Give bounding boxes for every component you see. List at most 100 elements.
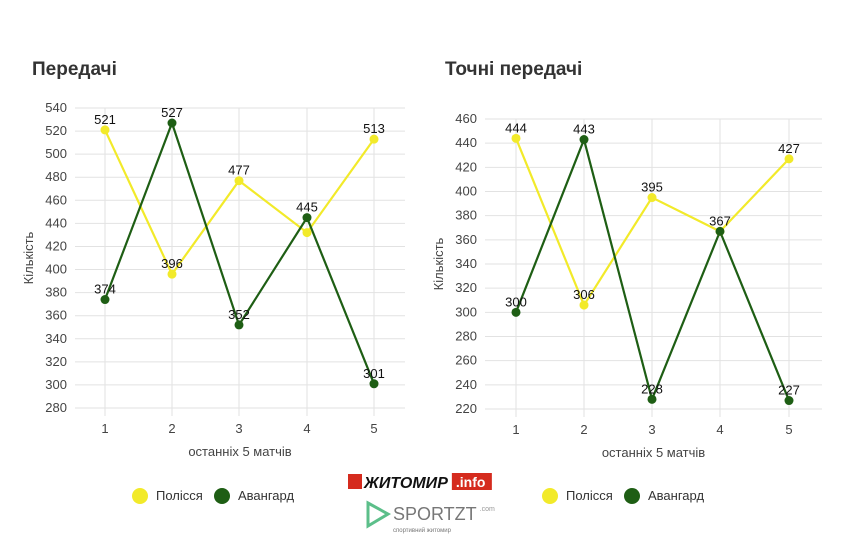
y-tick-label: 360 — [45, 308, 67, 323]
legend-label: Авангард — [648, 488, 704, 503]
data-point — [579, 135, 589, 145]
sportzt-com: .com — [480, 506, 495, 513]
data-point — [167, 269, 177, 279]
data-label: 352 — [228, 307, 250, 322]
data-label: 444 — [505, 120, 527, 135]
data-point — [234, 176, 244, 186]
zhytomyr-info-logo: ЖИТОМИР .info — [348, 473, 492, 492]
data-point — [647, 394, 657, 404]
data-label: 513 — [363, 121, 385, 136]
y-tick-label: 320 — [455, 280, 477, 295]
y-axis-label: Кількість — [431, 237, 446, 290]
data-label: 427 — [778, 141, 800, 156]
data-label: 367 — [709, 213, 731, 228]
y-tick-label: 540 — [45, 100, 67, 115]
x-tick-label: 5 — [785, 422, 792, 437]
logo-info-text: .info — [456, 474, 486, 490]
y-tick-label: 340 — [455, 256, 477, 271]
data-label: 301 — [363, 366, 385, 381]
data-label: 527 — [161, 105, 183, 120]
data-label: 374 — [94, 282, 116, 297]
chart-title: Точні передачі — [445, 59, 582, 80]
legend-marker — [214, 488, 230, 504]
sportzt-subtitle: спортивний житомир — [393, 527, 452, 534]
legend-marker — [542, 488, 558, 504]
logo-text: ЖИТОМИР — [363, 475, 448, 492]
data-label: 228 — [641, 381, 663, 396]
y-tick-label: 500 — [45, 146, 67, 161]
data-label: 396 — [161, 256, 183, 271]
y-tick-label: 340 — [45, 331, 67, 346]
y-tick-label: 400 — [45, 262, 67, 277]
data-point — [369, 379, 379, 389]
x-tick-label: 5 — [370, 421, 377, 436]
legend-marker — [624, 488, 640, 504]
data-label: 395 — [641, 180, 663, 195]
data-point — [784, 396, 794, 406]
chart-1: Передачі 280 300 320 340 360 380 400 420 440 460 48… — [21, 59, 405, 504]
x-tick-label: 3 — [235, 421, 242, 436]
data-label: 477 — [228, 163, 250, 178]
y-tick-label: 240 — [455, 377, 477, 392]
y-tick-label: 420 — [45, 238, 67, 253]
data-point — [302, 213, 312, 223]
logo-mark — [348, 474, 362, 489]
x-tick-label: 1 — [101, 421, 108, 436]
logo-info-box — [451, 473, 492, 490]
x-tick-label: 4 — [716, 422, 723, 437]
y-tick-label: 360 — [455, 232, 477, 247]
data-point — [369, 134, 379, 144]
y-tick-label: 300 — [45, 377, 67, 392]
sportzt-text: SPORTZT — [393, 504, 477, 524]
y-tick-label: 280 — [45, 400, 67, 415]
data-label: 306 — [573, 287, 595, 302]
y-axis-label: Кількість — [21, 231, 36, 284]
data-point — [715, 226, 725, 236]
x-tick-label: 2 — [580, 422, 587, 437]
sportzt-play-icon — [366, 500, 392, 529]
chart-title: Передачі — [32, 59, 117, 80]
data-point — [234, 320, 244, 330]
y-tick-label: 420 — [455, 159, 477, 174]
y-tick-label: 400 — [455, 184, 477, 199]
legend-label: Авангард — [238, 488, 294, 503]
x-tick-label: 4 — [303, 421, 310, 436]
data-point — [302, 228, 312, 238]
data-point — [579, 300, 589, 310]
y-tick-label: 480 — [45, 169, 67, 184]
data-point — [100, 295, 110, 305]
y-tick-label: 380 — [455, 208, 477, 223]
sportzt-logo: SPORTZT .com спортивний житомир — [366, 500, 495, 534]
chart-2: Точні передачі 220 240 260 280 300 320 340 360 38… — [431, 59, 822, 504]
x-tick-label: 1 — [512, 422, 519, 437]
legend-marker — [132, 488, 148, 504]
data-label: 227 — [778, 383, 800, 398]
y-tick-label: 440 — [455, 135, 477, 150]
y-tick-label: 520 — [45, 123, 67, 138]
y-tick-label: 460 — [455, 111, 477, 126]
y-tick-label: 220 — [455, 401, 477, 416]
data-label: 300 — [505, 294, 527, 309]
data-point — [784, 154, 794, 164]
data-point — [511, 307, 521, 317]
y-tick-label: 300 — [455, 304, 477, 319]
y-tick-label: 440 — [45, 215, 67, 230]
x-axis-label: останніх 5 матчів — [602, 445, 705, 460]
legend-label: Полісся — [156, 488, 203, 503]
x-tick-label: 3 — [648, 422, 655, 437]
x-axis-label: останніх 5 матчів — [188, 444, 291, 459]
x-tick-label: 2 — [168, 421, 175, 436]
y-tick-label: 460 — [45, 192, 67, 207]
data-point — [511, 133, 521, 143]
data-label: 445 — [296, 200, 318, 215]
data-point — [167, 118, 177, 128]
y-tick-label: 380 — [45, 285, 67, 300]
data-point — [647, 193, 657, 203]
data-point — [100, 125, 110, 135]
legend-label: Полісся — [566, 488, 613, 503]
y-tick-label: 280 — [455, 329, 477, 344]
data-label: 443 — [573, 122, 595, 137]
y-tick-label: 260 — [455, 353, 477, 368]
